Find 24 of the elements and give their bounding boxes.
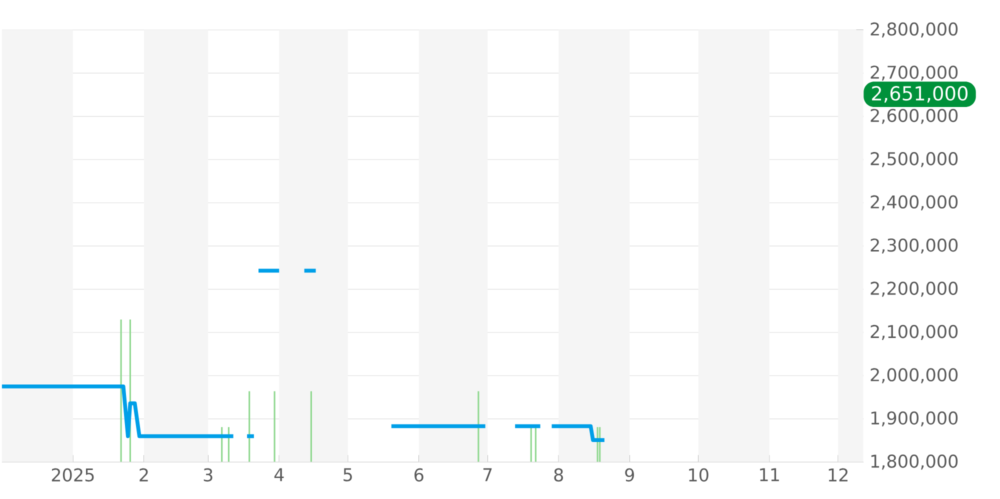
x-tick-label: 11 — [760, 468, 779, 482]
y-tick-label: 2,700,000 — [870, 66, 958, 81]
y-tick-label: 2,600,000 — [870, 108, 958, 124]
y-tick-label: 1,900,000 — [871, 411, 958, 426]
x-tick-label: 6 — [414, 468, 424, 482]
y-tick-label: 2,400,000 — [870, 195, 958, 210]
x-tick-label: 12 — [828, 468, 848, 482]
y-tick-label: 1,800,000 — [871, 454, 958, 470]
y-tick-label: 2,000,000 — [870, 368, 958, 384]
x-tick-label: 8 — [554, 468, 563, 482]
x-tick-label: 7 — [483, 468, 492, 482]
x-tick-label: 9 — [625, 468, 634, 482]
x-tick-label: 5 — [344, 468, 352, 482]
x-tick-label: 2025 — [52, 468, 94, 482]
x-tick-label: 10 — [689, 468, 708, 482]
y-tick-label: 2,200,000 — [870, 282, 958, 297]
y-tick-label: 2,800,000 — [870, 22, 958, 38]
y-tick-label: 2,100,000 — [870, 324, 958, 340]
x-tick-label: 3 — [204, 468, 212, 482]
y-tick-label: 2,500,000 — [870, 152, 958, 168]
text: 2,651,000 — [872, 86, 968, 103]
x-tick-label: 4 — [274, 468, 284, 482]
x-tick-label: 2 — [140, 468, 148, 482]
y-tick-label: 2,300,000 — [870, 238, 958, 254]
